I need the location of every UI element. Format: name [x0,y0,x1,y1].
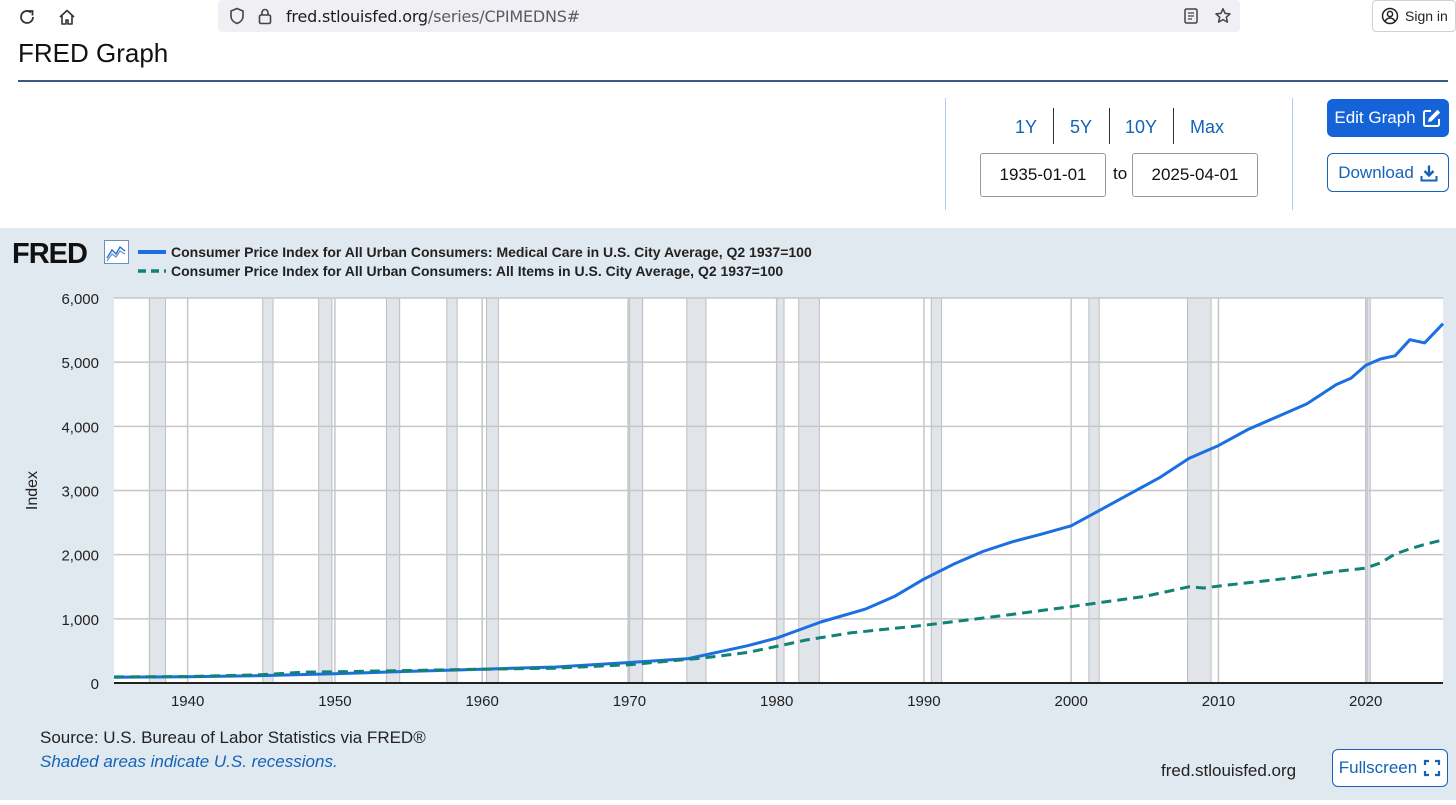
range-5y-button[interactable]: 5Y [1069,116,1093,137]
fullscreen-label: Fullscreen [1338,758,1418,777]
legend-swatch-dashed [138,269,166,273]
y-tick-label: 0 [91,676,99,693]
download-label: Download [1338,162,1414,182]
y-tick-label: 3,000 [61,484,99,501]
x-tick-label: 1970 [613,693,646,710]
recession-note-link[interactable]: Shaded areas indicate U.S. recessions. [40,752,338,771]
sign-in-button[interactable]: Sign in [1372,0,1456,32]
range-10y-button[interactable]: 10Y [1124,116,1158,137]
y-tick-label: 4,000 [61,419,99,436]
fred-logo[interactable]: FRED [12,238,88,270]
edit-graph-label: Edit Graph [1334,108,1416,127]
range-max-button[interactable]: Max [1189,116,1224,137]
source-note: Source: U.S. Bureau of Labor Statistics … [40,728,426,747]
x-tick-label: 1980 [760,693,793,710]
site-url: fred.stlouisfed.org [1161,761,1297,780]
y-tick-label: 2,000 [61,548,99,565]
legend-label: Consumer Price Index for All Urban Consu… [171,244,812,260]
fullscreen-icon [1424,759,1441,777]
reader-view-icon[interactable] [1178,3,1204,29]
x-tick-label: 2010 [1202,693,1235,710]
legend-item-all-items: Consumer Price Index for All Urban Consu… [138,262,783,280]
x-tick-label: 2000 [1054,693,1087,710]
address-bar[interactable]: fred.stlouisfed.org/series/CPIMEDNS# [218,0,1240,32]
start-date-input[interactable] [980,153,1106,197]
range-divider [1109,108,1110,144]
y-tick-label: 6,000 [61,291,99,308]
to-label: to [1113,164,1128,183]
range-1y-button[interactable]: 1Y [1014,116,1038,137]
url-text[interactable]: fred.stlouisfed.org/series/CPIMEDNS# [286,7,580,26]
x-tick-label: 1960 [465,693,498,710]
fred-chart-logo-icon [104,240,129,264]
series-line-all-items[interactable] [113,538,1444,679]
line-chart[interactable]: 0 1,000 2,000 3,000 4,000 5,000 6,000 1940 1950 1… [0,228,1456,718]
legend-label: Consumer Price Index for All Urban Consu… [171,263,784,279]
page-title: FRED Graph [18,38,169,68]
y-tick-label: 5,000 [61,355,99,372]
url-host: fred.stlouisfed.org [286,7,428,26]
y-tick-label: 1,000 [61,612,99,629]
title-divider [18,80,1448,82]
fullscreen-button[interactable]: Fullscreen [1332,749,1448,787]
range-divider [1173,108,1174,144]
x-tick-label: 1990 [907,693,940,710]
range-divider [1053,108,1054,144]
y-axis-label: Index [24,471,41,510]
x-tick-label: 2020 [1349,693,1382,710]
account-icon [1381,7,1399,25]
download-icon [1420,165,1438,181]
home-icon[interactable] [54,4,80,30]
edit-graph-button[interactable]: Edit Graph [1327,99,1449,137]
reload-icon[interactable] [14,4,40,30]
sign-in-label: Sign in [1405,8,1448,24]
browser-toolbar: fred.stlouisfed.org/series/CPIMEDNS# Sig… [0,0,1456,36]
x-tick-label: 1940 [171,693,204,710]
lock-icon[interactable] [252,3,278,29]
legend-item-medical-care: Consumer Price Index for All Urban Consu… [138,243,812,261]
x-tick-label: 1950 [318,693,351,710]
shield-icon[interactable] [224,3,250,29]
date-range-panel: 1Y 5Y 10Y Max to [945,98,1293,210]
end-date-input[interactable] [1132,153,1258,197]
download-button[interactable]: Download [1327,153,1449,192]
edit-icon [1422,109,1440,127]
url-path: /series/CPIMEDNS# [427,7,580,26]
bookmark-star-icon[interactable] [1210,3,1236,29]
legend-swatch-solid [138,250,166,254]
